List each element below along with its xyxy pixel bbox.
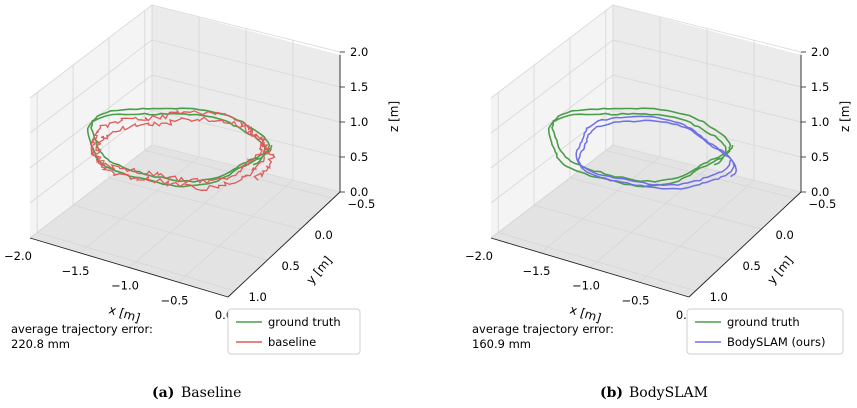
grid-line-y bbox=[569, 177, 762, 230]
y-tick-label: 1.0 bbox=[710, 290, 728, 304]
error-value: 220.8 mm bbox=[11, 337, 70, 351]
z-tick-label: 0.0 bbox=[350, 185, 368, 199]
grid-line-z bbox=[490, 4, 802, 99]
trajectory-bodyslam bbox=[575, 115, 738, 190]
caption-label: (a) bbox=[152, 385, 174, 401]
grid-line-z bbox=[29, 109, 341, 204]
grid-line-z bbox=[29, 39, 341, 134]
z-tick-label: 1.5 bbox=[811, 80, 829, 94]
x-tick-label: −1.0 bbox=[111, 279, 139, 293]
y-tick-label: 0.5 bbox=[743, 259, 761, 273]
x-tick-labels: −2.0−1.5−1.0−0.50.0 bbox=[4, 249, 233, 322]
grid-line-z bbox=[29, 74, 341, 169]
grid-line-z bbox=[490, 74, 802, 169]
error-value: 160.9 mm bbox=[472, 337, 531, 351]
x-tick-label: −2.0 bbox=[465, 249, 493, 263]
legend-label-ground-truth: ground truth bbox=[268, 315, 341, 329]
z-tick-label: 2.0 bbox=[811, 45, 829, 59]
y-tick-labels: −0.5 0.0 0.5 1.0 bbox=[710, 197, 837, 304]
z-tick-label: 1.5 bbox=[350, 80, 368, 94]
x-axis-line bbox=[490, 237, 690, 298]
grid-line-y bbox=[605, 150, 795, 199]
grid-line-z bbox=[29, 144, 341, 239]
grid-line-y bbox=[108, 177, 301, 230]
caption-label: (b) bbox=[600, 385, 623, 401]
y-tick-label: 0.0 bbox=[314, 228, 332, 242]
x-tick-label: −1.5 bbox=[62, 264, 90, 278]
y-tick-label: −0.5 bbox=[808, 197, 836, 211]
legend-label-baseline: baseline bbox=[268, 335, 316, 349]
grid-line-y bbox=[37, 232, 235, 292]
x-tick-label: −0.5 bbox=[161, 293, 189, 307]
z-tick-label: 1.0 bbox=[350, 115, 368, 129]
x-tick-label: −0.5 bbox=[622, 293, 650, 307]
x-axis-line bbox=[29, 237, 229, 298]
grid-line-x bbox=[540, 156, 661, 254]
grid-line-x bbox=[178, 179, 294, 283]
x-tick-label: −2.0 bbox=[4, 249, 32, 263]
error-label: average trajectory error: bbox=[472, 322, 614, 336]
z-tick-labels: 0.0 0.5 1.0 1.5 2.0 bbox=[350, 45, 368, 199]
y-tick-label: −0.5 bbox=[347, 197, 375, 211]
grid-line-z bbox=[490, 109, 802, 204]
grid-line-y bbox=[498, 232, 696, 292]
legend: ground truth BodySLAM (ours) bbox=[686, 308, 844, 355]
y-axis-label: y [m] bbox=[765, 253, 796, 286]
error-label: average trajectory error: bbox=[11, 322, 153, 336]
floor-pane bbox=[30, 145, 340, 297]
y-axis-label: y [m] bbox=[304, 253, 335, 286]
y-tick-label: 1.0 bbox=[249, 290, 267, 304]
z-tick-label: 0.5 bbox=[811, 150, 829, 164]
grid-line-y bbox=[72, 204, 268, 261]
caption-text: BodySLAM bbox=[629, 385, 708, 401]
legend-box bbox=[686, 308, 844, 355]
grid-line-y bbox=[144, 150, 334, 199]
panel-a: −2.0−1.5−1.0−0.50.0 −0.50.00.51.0 0.00.5… bbox=[4, 4, 401, 401]
grid-lines bbox=[490, 4, 806, 298]
y-tick-label: 0.0 bbox=[775, 228, 793, 242]
y-tick-labels: −0.5 0.0 0.5 1.0 bbox=[249, 197, 376, 304]
panel-b: −2.0−1.5−1.0−0.50.0 −0.50.00.51.0 0.00.5… bbox=[465, 4, 852, 401]
trajectory-baseline bbox=[89, 109, 276, 192]
y-axis-line bbox=[227, 191, 341, 298]
grid-line-x bbox=[639, 179, 755, 283]
grid-line-x bbox=[128, 168, 247, 268]
y-tick-label: 0.5 bbox=[282, 259, 300, 273]
grid-line-x bbox=[79, 156, 200, 254]
grid-line-y bbox=[533, 204, 729, 261]
z-tick-labels: 0.0 0.5 1.0 1.5 2.0 bbox=[811, 45, 829, 199]
z-axis-label: z [m] bbox=[838, 101, 852, 132]
z-tick-label: 2.0 bbox=[350, 45, 368, 59]
z-tick-label: 1.0 bbox=[811, 115, 829, 129]
grid-line-z bbox=[29, 4, 341, 99]
legend: ground truth baseline bbox=[227, 308, 361, 355]
z-tick-label: 0.5 bbox=[350, 150, 368, 164]
z-tick-label: 0.0 bbox=[811, 185, 829, 199]
legend-label-bodyslam: BodySLAM (ours) bbox=[727, 335, 825, 349]
trajectories bbox=[547, 107, 738, 190]
legend-label-ground-truth: ground truth bbox=[727, 315, 800, 329]
x-tick-labels: −2.0−1.5−1.0−0.50.0 bbox=[465, 249, 694, 322]
grid-line-z bbox=[490, 144, 802, 239]
z-axis-label: z [m] bbox=[387, 101, 401, 132]
x-tick-label: −1.5 bbox=[523, 264, 551, 278]
x-tick-label: −1.0 bbox=[572, 279, 600, 293]
trajectories bbox=[86, 107, 276, 192]
grid-line-z bbox=[490, 39, 802, 134]
grid-line-x bbox=[589, 168, 708, 268]
caption-text: Baseline bbox=[181, 385, 241, 401]
floor-pane bbox=[491, 145, 801, 297]
y-axis-line bbox=[688, 191, 802, 298]
